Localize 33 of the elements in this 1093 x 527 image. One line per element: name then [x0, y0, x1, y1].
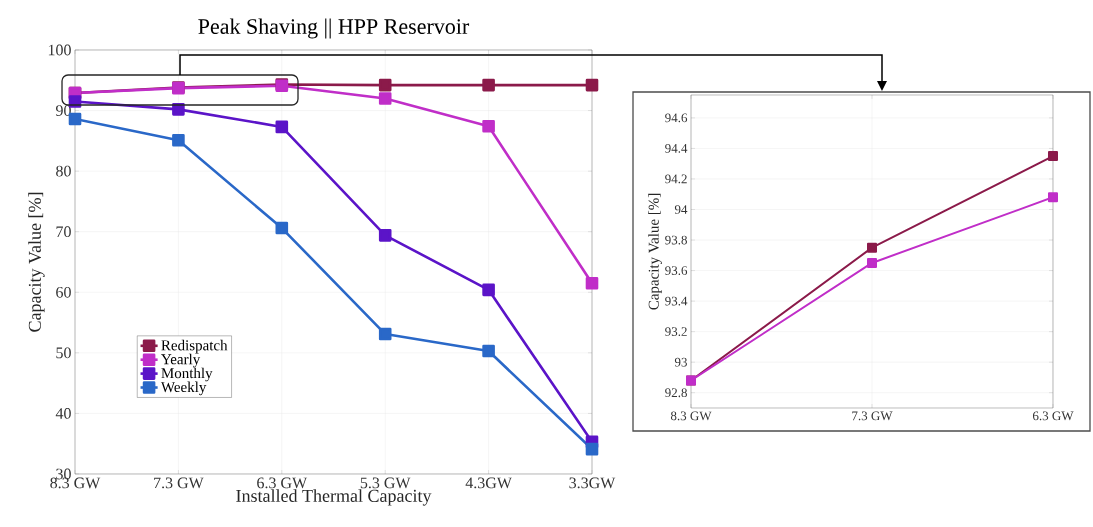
y-tick-label: 93.2 [665, 327, 687, 337]
y-tick-label: 94.6 [665, 113, 688, 123]
x-tick-label: 6.3 GW [257, 477, 308, 489]
x-tick-label: 5.3 GW [360, 477, 411, 489]
y-tick-label: 50 [56, 347, 71, 359]
y-tick-label: 70 [56, 226, 71, 238]
legend-label: Weekly [160, 381, 207, 396]
x-axis-title: Installed Thermal Capacity [236, 489, 432, 506]
y-tick-label: 93 [674, 357, 687, 367]
y-tick-label: 94.2 [665, 174, 687, 184]
legend-label: Monthly [161, 367, 213, 382]
y-axis-title: Capacity Value [%] [28, 192, 45, 332]
y-tick-label: 92.8 [665, 388, 687, 398]
y-tick-label: 93.4 [665, 296, 688, 306]
legend-label: Yearly [161, 353, 201, 368]
y-tick-label: 90 [56, 105, 71, 116]
legend-label: Redispatch [161, 339, 228, 354]
x-tick-label: 7.3 GW [852, 411, 893, 421]
y-tick-label: 40 [55, 408, 71, 419]
y-tick-label: 100 [48, 44, 71, 56]
y-tick-label: 94 [674, 205, 688, 214]
y-tick-label: 60 [56, 286, 71, 298]
x-tick-label: 6.3 GW [1032, 411, 1074, 421]
y-tick-label: 94.4 [665, 144, 688, 153]
x-tick-label: 4.3GW [465, 477, 512, 489]
chart-title: Peak Shaving || HPP Reservoir [198, 18, 470, 39]
y-axis-title: Capacity Value [%] [648, 193, 662, 310]
y-tick-label: 93.6 [665, 266, 688, 275]
x-tick-label: 3.3GW [569, 477, 616, 489]
x-tick-label: 8.3 GW [670, 411, 712, 421]
x-tick-label: 7.3 GW [154, 477, 204, 489]
y-tick-label: 80 [56, 165, 71, 177]
y-tick-label: 93.8 [665, 235, 687, 245]
